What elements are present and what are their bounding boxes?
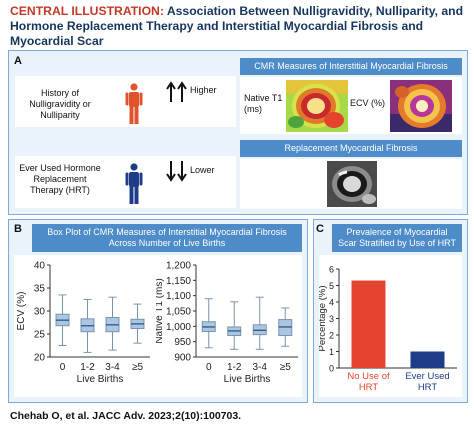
- panel-b-banner: Box Plot of CMR Measures of Interstitial…: [32, 224, 302, 252]
- late-gadolinium-image: [327, 161, 377, 207]
- t1-y-tick-label: 1,000: [166, 322, 191, 333]
- t1-y-tick-label: 1,050: [166, 307, 191, 318]
- row2-trend: Lower: [190, 165, 215, 175]
- ecv-x-tick-label: 3-4: [105, 362, 120, 373]
- title-lead: CENTRAL ILLUSTRATION:: [10, 4, 164, 18]
- ecv-x-axis-label: Live Births: [77, 374, 124, 385]
- scar-y-tick-label: 1: [329, 347, 334, 357]
- panel-c-banner: Prevalence of Myocardial Scar Stratified…: [332, 224, 462, 252]
- panel-c-label: C: [316, 223, 324, 235]
- panel-c-chart-area: [319, 255, 462, 397]
- female-figure-icon: [125, 83, 143, 124]
- scar-y-tick-label: 5: [329, 281, 334, 291]
- t1-y-tick-label: 900: [174, 353, 191, 364]
- t1-y-tick-label: 1,100: [166, 291, 191, 302]
- ecv-y-tick-label: 35: [34, 284, 46, 295]
- scar-y-tick-label: 2: [329, 331, 334, 341]
- scar-banner: Replacement Myocardial Fibrosis: [240, 140, 462, 157]
- ecv-x-tick-label: 0: [60, 362, 66, 373]
- row1-text: History of Nulligravidity or Nulliparity: [29, 88, 91, 120]
- t1-x-tick-label: 0: [206, 362, 212, 373]
- cmr-banner: CMR Measures of Interstitial Myocardial …: [240, 58, 462, 75]
- scar-x-tick-label: Ever Used: [405, 371, 449, 382]
- scar-y-axis-label: Percentage (%): [319, 285, 328, 351]
- ecv-map-image: [390, 80, 452, 132]
- ecv-y-tick-label: 25: [34, 330, 46, 341]
- row1-trend: Higher: [190, 85, 217, 95]
- ecv-label: ECV (%): [350, 98, 386, 108]
- panel-a-label: A: [14, 55, 22, 67]
- native-t1-label: Native T1 (ms): [244, 93, 283, 114]
- double-up-arrow-icon: [166, 81, 187, 102]
- scar-y-tick-label: 4: [329, 298, 334, 308]
- scar-y-tick-label: 0: [329, 364, 334, 374]
- male-figure-icon: [125, 163, 143, 204]
- native-t1-box-plot: 900 950 1,000 1,050 1,100 1,150 1,200 0 1-2 3-4 ≥5…: [156, 261, 298, 385]
- panel-b-label: B: [14, 223, 22, 235]
- t1-y-tick-label: 1,200: [166, 261, 191, 272]
- ecv-y-tick-label: 20: [34, 353, 46, 364]
- ecv-y-tick-label: 30: [34, 307, 46, 318]
- scar-x-tick-label: No Use of: [347, 371, 390, 382]
- title-rest: Association Between Nulligravidity, Null…: [10, 4, 464, 48]
- t1-x-tick-label: 1-2: [227, 362, 242, 373]
- ecv-y-tick-label: 40: [34, 261, 46, 272]
- ecv-y-axis-label: ECV (%): [16, 292, 27, 331]
- t1-x-tick-label: ≥5: [280, 362, 291, 373]
- ecv-x-tick-label: 1-2: [80, 362, 95, 373]
- scar-x-tick-label: HRT: [418, 382, 438, 393]
- t1-y-tick-label: 950: [174, 337, 191, 348]
- t1-x-tick-label: 3-4: [253, 362, 268, 373]
- double-down-arrow-icon: [166, 161, 187, 182]
- t1-x-axis-label: Live Births: [224, 374, 271, 385]
- native-t1-map-image: [286, 80, 348, 132]
- scar-y-tick-label: 6: [329, 265, 334, 275]
- figure-title: CENTRAL ILLUSTRATION: Association Betwee…: [10, 4, 468, 49]
- ecv-box-plot: 20 25 30 35 40 0 1-2 3-4 ≥5 Live Births ECV (%): [16, 261, 150, 385]
- t1-y-tick-label: 1,150: [166, 276, 191, 287]
- scar-bar: [351, 280, 386, 368]
- citation: Chehab O, et al. JACC Adv. 2023;2(10):10…: [10, 410, 242, 422]
- ecv-x-tick-label: ≥5: [132, 362, 143, 373]
- scar-y-tick-label: 3: [329, 314, 334, 324]
- scar-x-tick-label: HRT: [359, 382, 379, 393]
- t1-y-axis-label: Native T1 (ms): [156, 278, 165, 343]
- scar-bar: [410, 351, 445, 368]
- row2-text: Ever Used Hormone Replacement Therapy (H…: [19, 163, 101, 195]
